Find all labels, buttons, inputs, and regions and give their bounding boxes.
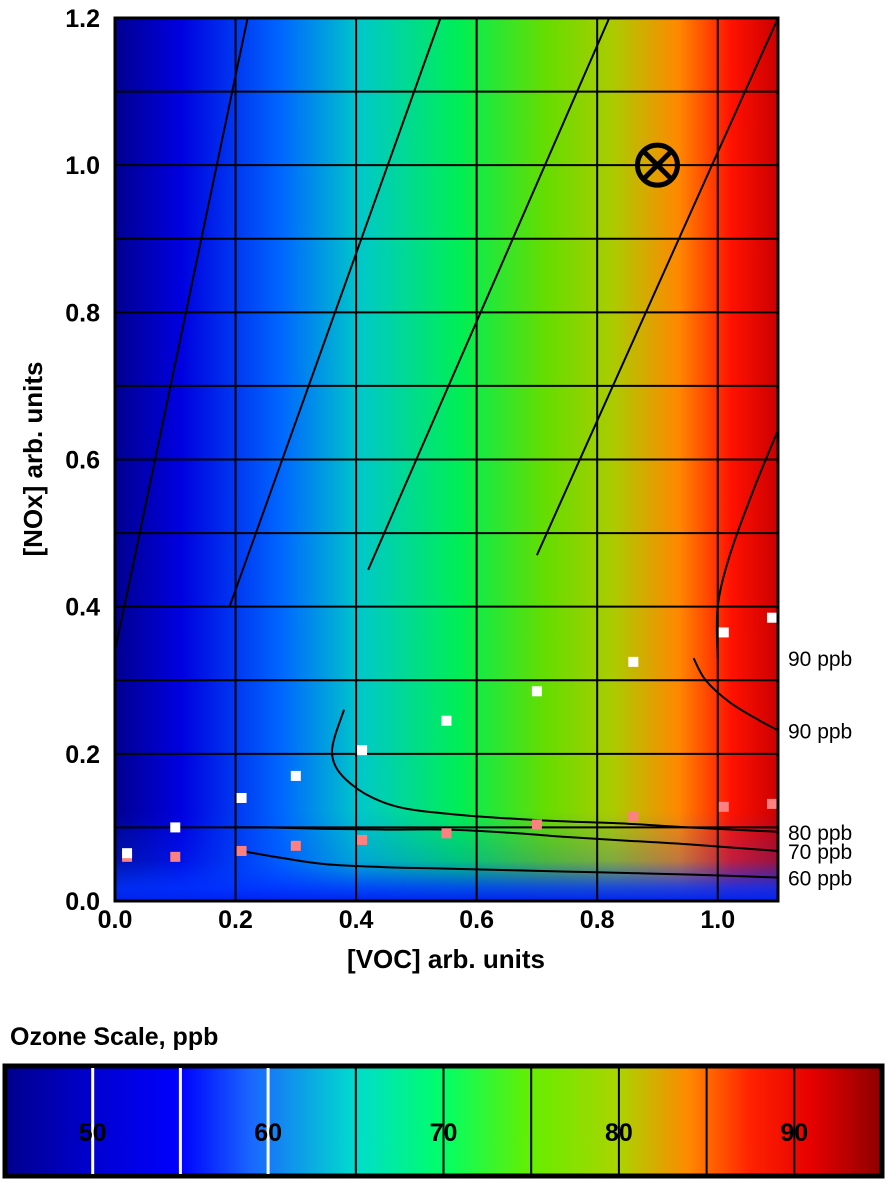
contour-line bbox=[228, 17, 442, 608]
pink-data-point bbox=[236, 845, 247, 856]
x-axis-ticks: 0.0 0.2 0.4 0.6 0.8 1.0 bbox=[98, 906, 735, 934]
colorbar-tick-label: 70 bbox=[430, 1119, 458, 1147]
ozone-contours bbox=[114, 17, 779, 879]
low-nox-blue-band bbox=[115, 811, 778, 901]
y-tick-label: 0.6 bbox=[65, 447, 100, 475]
x-tick-label: 0.4 bbox=[339, 906, 374, 934]
colorbar-dividers bbox=[91, 1068, 796, 1174]
y-tick-label: 1.2 bbox=[65, 5, 100, 33]
y-axis-ticks: 0.0 0.2 0.4 0.6 0.8 1.0 1.2 bbox=[65, 5, 100, 916]
contour-label: 90 ppb bbox=[788, 720, 852, 743]
contour-line bbox=[114, 17, 249, 652]
white-data-point bbox=[441, 715, 452, 726]
y-tick-label: 0.2 bbox=[65, 741, 100, 769]
white-data-point bbox=[718, 627, 729, 638]
pink-data-point bbox=[766, 798, 777, 809]
colorbar-tick-label: 50 bbox=[79, 1119, 107, 1147]
white-data-point bbox=[290, 770, 301, 781]
white-data-point bbox=[170, 822, 181, 833]
pink-data-point bbox=[628, 811, 639, 822]
x-tick-label: 0.8 bbox=[580, 906, 615, 934]
contour-label: 80 ppb bbox=[788, 822, 852, 845]
contour-line bbox=[692, 657, 779, 732]
pink-data-point bbox=[531, 819, 542, 830]
y-tick-label: 1.0 bbox=[65, 152, 100, 180]
marker-circle bbox=[634, 142, 680, 188]
contour-line bbox=[330, 709, 779, 833]
pink-data-point bbox=[357, 834, 368, 845]
contour-label: 90 ppb bbox=[788, 648, 852, 671]
grid-lines bbox=[115, 18, 778, 901]
colorbar-tick-label: 80 bbox=[605, 1119, 633, 1147]
contour-line bbox=[367, 17, 611, 571]
x-axis-label: [VOC] arb. units bbox=[347, 944, 545, 974]
contour-line bbox=[535, 17, 779, 556]
y-tick-label: 0.0 bbox=[65, 888, 100, 916]
contour-label: 60 ppb bbox=[788, 867, 852, 890]
white-data-point bbox=[628, 656, 639, 667]
y-axis-label: [NOx] arb. units bbox=[18, 361, 48, 556]
contour-line bbox=[241, 850, 779, 879]
x-tick-label: 0.0 bbox=[98, 906, 133, 934]
white-data-point bbox=[122, 848, 133, 859]
contour-line bbox=[223, 826, 779, 852]
contour-label: 70 ppb bbox=[788, 841, 852, 864]
marker-cross-line bbox=[641, 149, 674, 181]
colorbar-tick-label: 60 bbox=[254, 1119, 282, 1147]
pink-data-point bbox=[441, 828, 452, 839]
white-data-point bbox=[357, 745, 368, 756]
pink-data-point bbox=[290, 840, 301, 851]
plot-frame bbox=[113, 16, 780, 903]
colorbar-title: Ozone Scale, ppb bbox=[10, 1023, 218, 1051]
y-tick-label: 0.4 bbox=[65, 594, 100, 622]
white-data-point bbox=[766, 612, 777, 623]
ozone-colorbar: Ozone Scale, ppb 50 60 70 80 90 bbox=[2, 1023, 885, 1179]
target-marker bbox=[634, 142, 680, 188]
pink-data-point bbox=[718, 801, 729, 812]
x-tick-label: 1.0 bbox=[700, 906, 735, 934]
contour-line bbox=[715, 429, 779, 659]
white-data-point bbox=[531, 686, 542, 697]
white-data-point bbox=[236, 792, 247, 803]
x-tick-label: 0.6 bbox=[459, 906, 494, 934]
colorbar-tick-label: 90 bbox=[780, 1119, 808, 1147]
sample-points bbox=[122, 612, 777, 862]
x-tick-label: 0.2 bbox=[218, 906, 253, 934]
colorbar-tick-labels: 50 60 70 80 90 bbox=[79, 1119, 808, 1147]
y-tick-label: 0.8 bbox=[65, 299, 100, 327]
pink-data-point bbox=[170, 851, 181, 862]
